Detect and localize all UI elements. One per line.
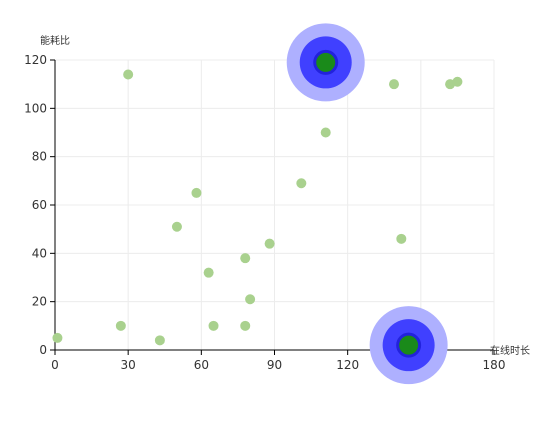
y-tick-label: 40: [32, 246, 47, 260]
x-tick-label: 60: [194, 358, 209, 372]
x-tick-label: 180: [483, 358, 506, 372]
x-axis-label: 在线时长: [490, 344, 530, 357]
scatter-point[interactable]: [123, 69, 134, 80]
highlighted-point[interactable]: [313, 49, 339, 75]
y-tick-label: 120: [24, 53, 47, 67]
highlight-layer: [286, 23, 448, 385]
scatter-point[interactable]: [208, 320, 219, 331]
scatter-point[interactable]: [203, 267, 214, 278]
scatter-point[interactable]: [171, 221, 182, 232]
scatter-point[interactable]: [452, 76, 463, 87]
x-tick-label: 0: [51, 358, 59, 372]
x-tick-label: 90: [267, 358, 282, 372]
scatter-point[interactable]: [240, 320, 251, 331]
scatter-point[interactable]: [264, 238, 275, 249]
scatter-point[interactable]: [154, 335, 165, 346]
y-tick-label: 100: [24, 101, 47, 115]
scatter-point[interactable]: [396, 233, 407, 244]
scatter-point[interactable]: [240, 253, 251, 264]
y-tick-label: 60: [32, 198, 47, 212]
highlighted-point[interactable]: [396, 332, 422, 358]
grid-layer: [55, 59, 495, 350]
scatter-point[interactable]: [115, 320, 126, 331]
y-axis-label: 能耗比: [40, 34, 70, 47]
y-tick-label: 20: [32, 295, 47, 309]
scatter-point[interactable]: [191, 187, 202, 198]
points-layer: [52, 69, 463, 346]
scatter-point[interactable]: [296, 178, 307, 189]
y-tick-label: 0: [39, 343, 47, 357]
scatter-point[interactable]: [389, 79, 400, 90]
scatter-point[interactable]: [245, 294, 256, 305]
y-tick-label: 80: [32, 150, 47, 164]
x-tick-label: 120: [336, 358, 359, 372]
x-tick-label: 30: [121, 358, 136, 372]
scatter-point[interactable]: [52, 332, 63, 343]
scatter-point[interactable]: [320, 127, 331, 138]
